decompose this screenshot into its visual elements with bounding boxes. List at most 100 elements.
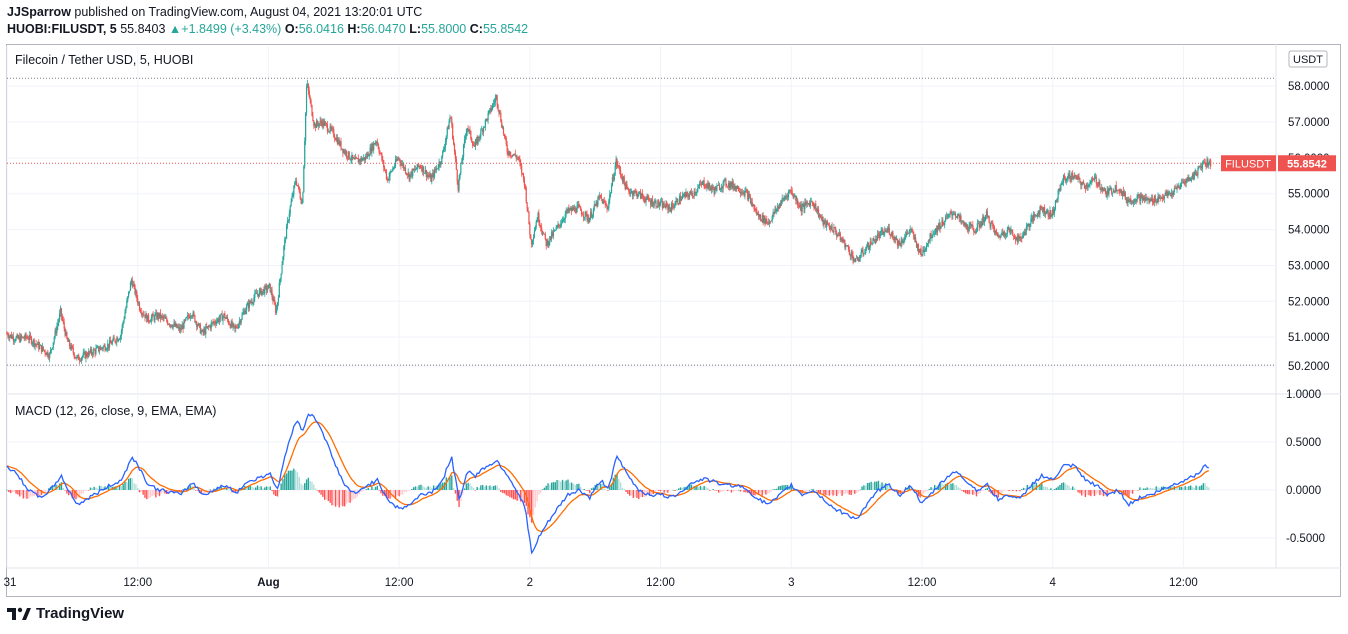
candle-body xyxy=(24,334,26,339)
candle-body xyxy=(794,195,796,197)
candle-body xyxy=(26,337,28,339)
macd-histogram-bar xyxy=(681,487,684,490)
candle-body xyxy=(1046,210,1048,211)
candle-body xyxy=(647,195,649,198)
candle-body xyxy=(370,147,372,153)
candle-body xyxy=(890,235,892,237)
candle-body xyxy=(808,203,811,207)
macd-histogram-bar xyxy=(264,487,266,490)
candle-body xyxy=(1052,208,1054,216)
macd-histogram-bar xyxy=(1019,490,1021,492)
candle-body xyxy=(656,206,658,208)
candle-body xyxy=(549,236,551,243)
candle-body xyxy=(11,336,14,339)
macd-histogram-bar xyxy=(454,490,457,494)
candle-body xyxy=(455,158,457,170)
candle-body xyxy=(121,324,123,332)
candle-body xyxy=(393,167,395,169)
candle-body xyxy=(845,245,847,248)
candle-body xyxy=(392,168,394,172)
macd-histogram-bar xyxy=(1130,490,1132,494)
candle-body xyxy=(78,355,80,361)
candle-body xyxy=(1063,175,1066,179)
candle-body xyxy=(595,202,597,206)
candle-body xyxy=(346,156,348,158)
candle-body xyxy=(1114,185,1116,192)
candle-body xyxy=(167,321,169,325)
macd-histogram-bar xyxy=(561,479,564,490)
candle-body xyxy=(741,192,743,194)
time-tick-label: 12:00 xyxy=(123,577,152,589)
macd-histogram-bar xyxy=(750,490,753,496)
candle-body xyxy=(866,242,869,247)
candle-body xyxy=(465,132,467,137)
candle-body xyxy=(516,157,518,159)
candle-body xyxy=(85,352,87,359)
macd-histogram-bar xyxy=(717,490,720,493)
candle-body xyxy=(1137,194,1139,196)
footer-brand[interactable]: TradingView xyxy=(7,605,124,622)
candle-body xyxy=(756,210,758,216)
macd-histogram-bar xyxy=(932,487,934,490)
candle-body xyxy=(752,204,754,206)
candle-body xyxy=(127,296,129,301)
macd-histogram-bar xyxy=(333,490,335,506)
candle-body xyxy=(825,220,827,227)
macd-histogram-bar xyxy=(997,490,999,498)
candle-body xyxy=(628,188,630,192)
candle-body xyxy=(205,326,207,335)
macd-histogram-bar xyxy=(280,483,282,490)
candle-body xyxy=(1013,235,1015,237)
time-tick-label: 4 xyxy=(1049,577,1056,589)
macd-histogram-bar xyxy=(859,489,861,491)
candle-body xyxy=(504,135,506,138)
candle-body xyxy=(1154,195,1156,203)
candle-body xyxy=(944,217,947,222)
candle-body xyxy=(61,316,63,320)
candle-body xyxy=(943,223,945,226)
candle-body xyxy=(1020,236,1022,238)
candle-body xyxy=(1018,235,1020,239)
candle-body xyxy=(630,192,632,194)
candle-body xyxy=(570,207,572,210)
candle-body xyxy=(762,215,764,223)
macd-histogram-bar xyxy=(93,486,95,490)
candle-body xyxy=(482,129,484,133)
macd-histogram-bar xyxy=(565,480,567,490)
candle-body xyxy=(161,315,163,317)
candle-body xyxy=(418,166,420,167)
currency-badge[interactable]: USDT xyxy=(1288,50,1328,68)
candle-body xyxy=(140,312,142,315)
macd-histogram-bar xyxy=(981,490,983,492)
price-tick-label: 58.0000 xyxy=(1288,81,1330,93)
candle-body xyxy=(837,235,840,237)
candle-body xyxy=(439,161,441,165)
candle-body xyxy=(166,318,168,322)
candle-body xyxy=(390,171,392,172)
candle-body xyxy=(293,186,295,195)
candle-body xyxy=(879,232,881,238)
candle-body xyxy=(511,155,513,157)
candle-body xyxy=(266,285,268,291)
candle-body xyxy=(1012,232,1014,236)
candle-body xyxy=(221,313,223,321)
candle-body xyxy=(602,200,604,204)
candle-body xyxy=(413,168,416,171)
macd-histogram-bar xyxy=(826,490,829,496)
candle-body xyxy=(1183,181,1185,183)
candle-body xyxy=(777,206,779,209)
macd-histogram-bar xyxy=(699,485,702,490)
candle-body xyxy=(357,158,359,163)
macd-histogram-bar xyxy=(1066,484,1068,490)
candle-body xyxy=(1155,202,1157,204)
macd-histogram-bar xyxy=(857,490,860,492)
candle-body xyxy=(770,220,772,222)
macd-histogram-bar xyxy=(623,488,625,490)
macd-histogram-bar xyxy=(282,479,284,490)
candle-body xyxy=(1149,198,1151,202)
macd-histogram-bar xyxy=(501,490,504,493)
candle-body xyxy=(911,228,913,232)
chart-title: Filecoin / Tether USD, 5, HUOBI xyxy=(15,53,193,67)
candle-body xyxy=(1158,196,1160,199)
